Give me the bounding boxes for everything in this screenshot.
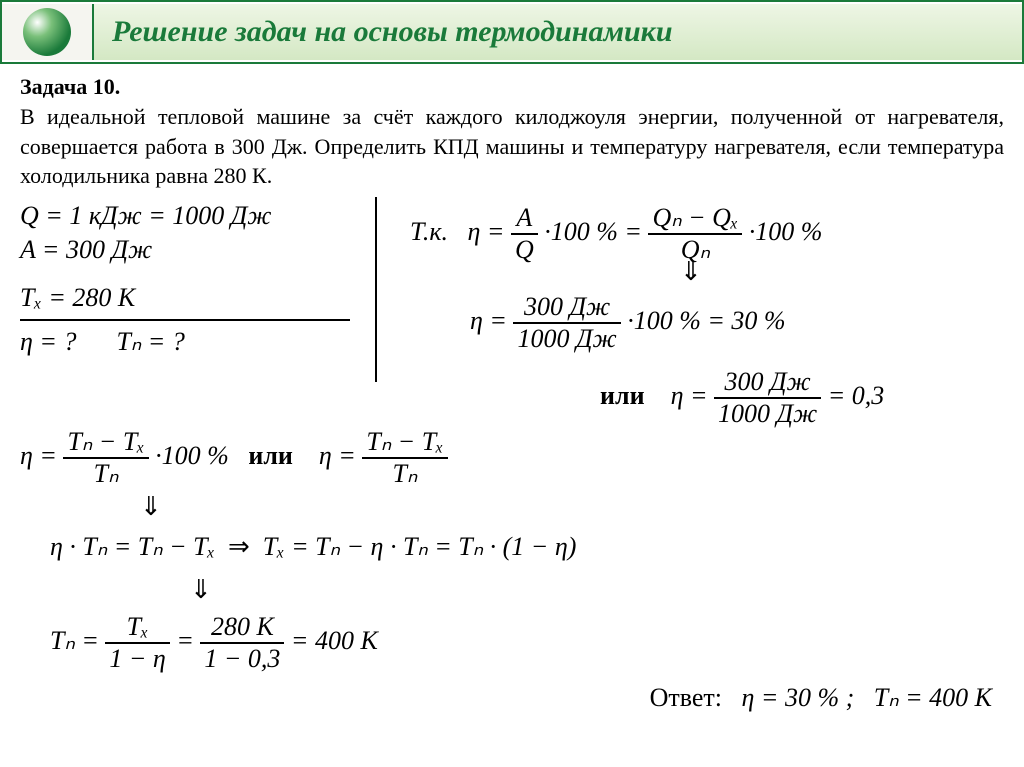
eta-lhs: η =	[671, 381, 708, 410]
eta-eq-0.3: = 0,3	[828, 381, 885, 410]
frac-A-over-Q: A Q	[511, 203, 538, 265]
frac-300-1000: 300 Дж 1000 Дж	[513, 292, 620, 354]
problem-text: В идеальной тепловой машине за счёт кажд…	[20, 102, 1004, 191]
arrow-down-2: ⇓	[140, 492, 162, 522]
logo-box	[2, 4, 94, 60]
ili-2: или	[248, 441, 293, 470]
Tn-lhs: Tₙ =	[50, 626, 99, 655]
frac-num: A	[511, 203, 538, 235]
frac-num: 300 Дж	[714, 367, 821, 399]
times100-1: ·100 %	[544, 217, 618, 246]
frac-num: 300 Дж	[513, 292, 620, 324]
Tn-result: = 400 K	[291, 626, 378, 655]
frac-num: Qₙ − Qₓ	[648, 203, 742, 235]
frac-num: 280 K	[200, 612, 284, 644]
page-title: Решение задач на основы термодинамики	[112, 15, 673, 49]
solution-area: Q = 1 кДж = 1000 Дж A = 300 Дж Tₓ = 280 …	[20, 197, 1004, 717]
times100-2: ·100 %	[749, 217, 823, 246]
frac-300-1000-b: 300 Дж 1000 Дж	[714, 367, 821, 429]
eq-eta-numeric: η = 300 Дж 1000 Дж ·100 % = 30 %	[470, 292, 786, 354]
answer-label: Ответ:	[650, 683, 722, 712]
eta-lhs: η =	[319, 441, 356, 470]
equals-1: =	[624, 217, 642, 246]
frac-den: 1 − 0,3	[200, 644, 284, 674]
tk-label: Т.к.	[410, 217, 448, 246]
given-Tx: Tₓ = 280 K	[20, 283, 370, 313]
frac-den: 1 − η	[105, 644, 169, 674]
logo-icon	[23, 8, 71, 56]
frac-den: 1000 Дж	[513, 324, 620, 354]
header-bar: Решение задач на основы термодинамики	[0, 0, 1024, 64]
title-box: Решение задач на основы термодинамики	[94, 4, 1022, 60]
arrow-right-1: ⇒	[228, 532, 250, 561]
frac-num: Tₙ − Tₓ	[362, 427, 447, 459]
eta-result-pct: = 30 %	[707, 306, 785, 335]
eq-deriv: η · Tₙ = Tₙ − Tₓ ⇒ Tₓ = Tₙ − η · Tₙ = Tₙ…	[50, 532, 576, 562]
arrow-down-3: ⇓	[190, 575, 212, 605]
equals-2: =	[176, 626, 194, 655]
given-Q: Q = 1 кДж = 1000 Дж	[20, 201, 370, 231]
frac-den: 1000 Дж	[714, 399, 821, 429]
deriv1: η · Tₙ = Tₙ − Tₓ	[50, 532, 215, 561]
given-A: A = 300 Дж	[20, 235, 370, 265]
find-Tn: Tₙ = ?	[116, 327, 184, 357]
task-label: Задача 10.	[20, 74, 1004, 100]
frac-Tx-1meta: Tₓ 1 − η	[105, 612, 169, 674]
given-block: Q = 1 кДж = 1000 Дж A = 300 Дж Tₓ = 280 …	[20, 197, 370, 357]
frac-280-1m03: 280 K 1 − 0,3	[200, 612, 284, 674]
eq-eta-def: Т.к. η = A Q ·100 % = Qₙ − Qₓ Qₙ ·100 %	[410, 203, 822, 265]
content: Задача 10. В идеальной тепловой машине з…	[0, 64, 1024, 727]
eq-eta-T: η = Tₙ − Tₓ Tₙ ·100 % или η = Tₙ − Tₓ Tₙ	[20, 427, 448, 489]
given-divider	[20, 319, 350, 321]
answer-line: Ответ: η = 30 % ; Tₙ = 400 K	[650, 683, 992, 713]
eta-lhs: η =	[20, 441, 57, 470]
frac-den: Q	[511, 235, 538, 265]
eq-eta-alt: или η = 300 Дж 1000 Дж = 0,3	[600, 367, 884, 429]
find-eta: η = ?	[20, 327, 76, 357]
eta-lhs: η =	[470, 306, 507, 335]
frac-num: Tₙ − Tₓ	[63, 427, 148, 459]
eq-Tn: Tₙ = Tₓ 1 − η = 280 K 1 − 0,3 = 400 K	[50, 612, 378, 674]
frac-TnTx-1: Tₙ − Tₓ Tₙ	[63, 427, 148, 489]
frac-den: Tₙ	[362, 459, 447, 489]
answer-eta: η = 30 %	[742, 683, 840, 712]
answer-Tn: Tₙ = 400 K	[874, 683, 992, 712]
frac-den: Tₙ	[63, 459, 148, 489]
frac-TnTx-2: Tₙ − Tₓ Tₙ	[362, 427, 447, 489]
arrow-down-1: ⇓	[680, 257, 702, 287]
times100-3: ·100 %	[627, 306, 701, 335]
ili-1: или	[600, 381, 645, 410]
vertical-divider	[375, 197, 377, 382]
answer-sep: ;	[846, 683, 855, 712]
eta-lhs: η =	[467, 217, 504, 246]
times100-4: ·100 %	[155, 441, 229, 470]
frac-QnQx: Qₙ − Qₓ Qₙ	[648, 203, 742, 265]
deriv2: Tₓ = Tₙ − η · Tₙ = Tₙ · (1 − η)	[263, 532, 577, 561]
frac-num: Tₓ	[105, 612, 169, 644]
